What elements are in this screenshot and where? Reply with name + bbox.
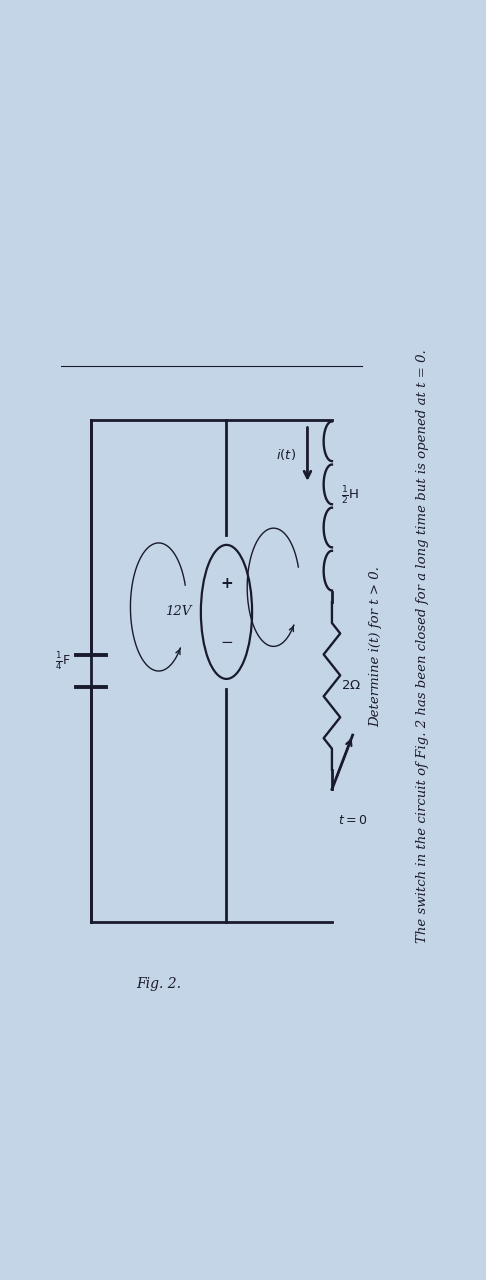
Text: $i(t)$: $i(t)$	[276, 447, 296, 462]
Text: Determine i(t) for t > 0.: Determine i(t) for t > 0.	[369, 566, 382, 727]
Text: Fig. 2.: Fig. 2.	[136, 977, 181, 991]
Text: $\frac{1}{2}$H: $\frac{1}{2}$H	[341, 485, 360, 507]
Text: $\frac{1}{4}$F: $\frac{1}{4}$F	[54, 650, 70, 672]
Text: $-$: $-$	[220, 632, 233, 648]
Text: The switch in the circuit of Fig. 2 has been closed for a long time but is opene: The switch in the circuit of Fig. 2 has …	[416, 349, 429, 943]
Text: $2\Omega$: $2\Omega$	[341, 680, 362, 692]
Text: $t = 0$: $t = 0$	[338, 814, 367, 827]
Text: 12V: 12V	[165, 605, 191, 618]
Text: +: +	[220, 576, 233, 591]
